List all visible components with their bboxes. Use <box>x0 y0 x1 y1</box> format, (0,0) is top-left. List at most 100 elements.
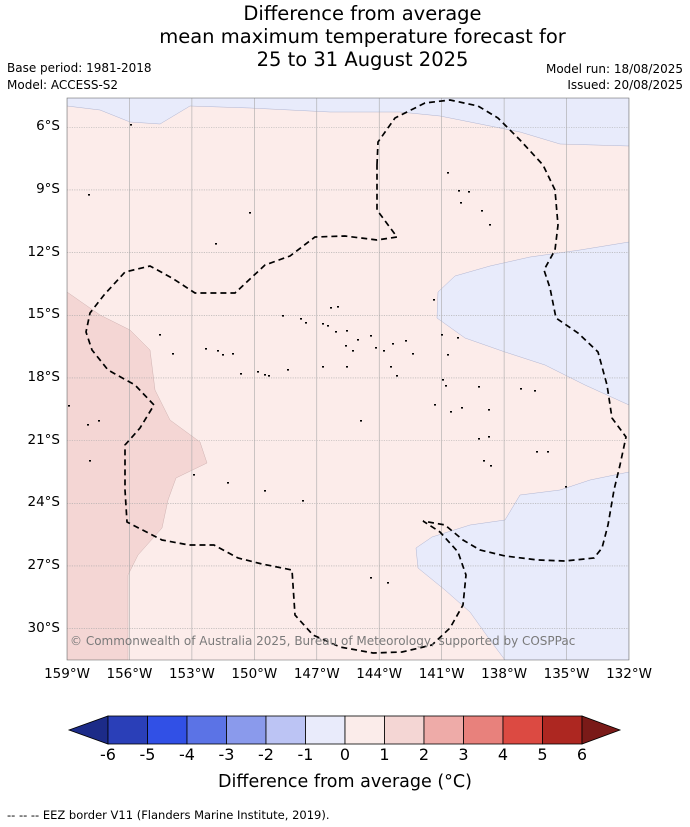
island-speck <box>458 190 460 192</box>
base-period-label: Base period: 1981-2018 <box>7 61 152 75</box>
colorbar-high-extend <box>581 715 622 745</box>
colorbar-bin <box>463 715 504 745</box>
island-speck <box>490 465 492 467</box>
island-speck <box>205 348 207 350</box>
colorbar-tick-label: 0 <box>339 745 351 764</box>
island-speck <box>412 353 414 355</box>
island-speck <box>322 323 324 325</box>
colorbar-tick-label: 3 <box>458 745 469 764</box>
island-speck <box>159 334 161 336</box>
island-speck <box>478 386 480 388</box>
island-speck <box>483 460 485 462</box>
island-speck <box>489 224 491 226</box>
colorbar-bin <box>423 715 464 745</box>
colorbar-tick-label: -6 <box>100 745 116 764</box>
anomaly-below-0-right-region <box>436 241 629 406</box>
island-speck <box>383 350 385 352</box>
colorbar-bin <box>344 715 385 745</box>
island-speck <box>240 373 242 375</box>
colorbar-bin <box>542 715 583 745</box>
colorbar-label: Difference from average (°C) <box>218 772 472 792</box>
latitude-tick-label: 6°S <box>36 118 60 135</box>
colorbar-tick-label: 5 <box>537 745 548 764</box>
island-speck <box>217 350 219 352</box>
island-speck <box>98 420 100 422</box>
island-speck <box>130 124 132 126</box>
island-speck <box>478 438 480 440</box>
anomaly-1-to-2-region <box>67 291 208 660</box>
colorbar-bin <box>147 715 188 745</box>
island-speck <box>481 210 483 212</box>
island-speck <box>375 347 377 349</box>
island-speck <box>345 345 347 347</box>
island-speck <box>282 315 284 317</box>
island-speck <box>370 577 372 579</box>
island-speck <box>461 407 463 409</box>
colorbar-low-extend <box>67 715 109 745</box>
colorbar-tick-label: -3 <box>218 745 235 764</box>
island-speck <box>327 325 329 327</box>
island-speck <box>287 369 289 371</box>
anomaly-below-0-bottom-region <box>415 471 629 660</box>
colorbar-tick-label: -4 <box>179 745 195 764</box>
longitude-tick-label: 156°W <box>106 666 153 682</box>
latitude-tick-label: 9°S <box>36 180 60 197</box>
island-speck <box>172 353 174 355</box>
colorbar-tick-label: -1 <box>297 745 314 764</box>
island-speck <box>434 404 436 406</box>
island-speck <box>565 486 567 488</box>
longitude-tick-label: 132°W <box>606 666 652 682</box>
longitude-tick-label: 135°W <box>543 666 590 682</box>
longitude-tick-label: 138°W <box>481 666 528 682</box>
longitude-tick-label: 153°W <box>168 666 215 682</box>
latitude-tick-label: 12°S <box>27 243 61 260</box>
colorbar-tick-label: -5 <box>139 745 156 764</box>
island-speck <box>460 202 462 204</box>
longitude-tick-label: 150°W <box>231 666 278 682</box>
model-run-label: Model run: 18/08/2025 <box>545 62 683 76</box>
colorbar-bin <box>305 715 346 745</box>
map-title-line-3: 25 to 31 August 2025 <box>256 48 469 71</box>
island-speck <box>442 379 444 381</box>
colorbar-bin <box>186 715 227 745</box>
longitude-tick-label: 159°W <box>44 666 90 682</box>
island-speck <box>88 194 90 196</box>
colorbar-bin <box>226 715 267 745</box>
island-speck <box>520 388 522 390</box>
copyright-notice: © Commonwealth of Australia 2025, Bureau… <box>70 634 576 648</box>
island-speck <box>433 299 435 301</box>
island-speck <box>330 307 332 309</box>
island-speck <box>87 424 89 426</box>
graticule <box>67 98 629 660</box>
colorbar-tick-label: 1 <box>379 745 390 764</box>
island-speck <box>305 322 307 324</box>
island-speck <box>264 490 266 492</box>
island-speck <box>534 390 536 392</box>
colorbar-tick-label: 2 <box>418 745 430 764</box>
island-speck <box>346 330 348 332</box>
island-speck <box>337 306 339 308</box>
island-speck <box>536 451 538 453</box>
island-speck <box>387 582 389 584</box>
colorbar-tick-label: 4 <box>497 745 509 764</box>
island-speck <box>360 420 362 422</box>
latitude-tick-label: 27°S <box>27 556 61 573</box>
island-speck <box>68 405 70 407</box>
map-frame <box>66 97 630 661</box>
island-speck <box>445 385 447 387</box>
island-speck <box>222 354 224 356</box>
island-speck <box>488 436 490 438</box>
colorbar-bin <box>384 715 425 745</box>
island-speck <box>447 354 449 356</box>
island-speck <box>268 375 270 377</box>
island-speck <box>457 337 459 339</box>
colorbar-tick-label: 6 <box>576 745 588 764</box>
island-speck <box>322 366 324 368</box>
island-speck <box>447 172 449 174</box>
island-speck <box>346 366 348 368</box>
latitude-tick-label: 24°S <box>27 494 61 511</box>
island-speck <box>302 500 304 502</box>
island-speck <box>405 340 407 342</box>
island-markers <box>68 124 567 584</box>
